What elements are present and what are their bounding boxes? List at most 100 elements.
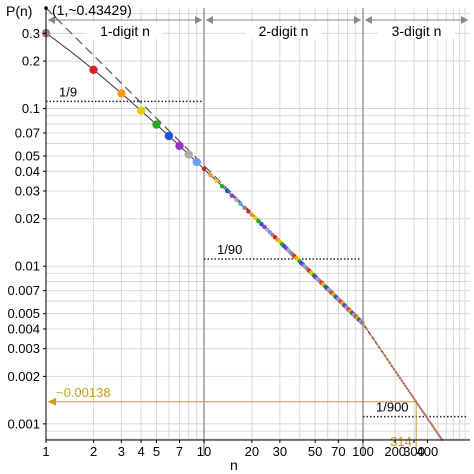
region-arrow-head-left [365,16,372,24]
threshold-annotation: ~0.00138 314 [48,385,417,450]
data-point [365,327,368,330]
data-point [372,338,375,341]
data-point [253,215,258,221]
data-point [225,188,230,194]
probability-curve [45,32,443,440]
region-label-bg [245,22,322,39]
x-tick-label: 3 [118,444,125,459]
data-point [374,341,377,344]
data-point [117,89,126,98]
data-point [152,120,161,129]
data-point [238,201,243,207]
region-arrow-head-right [354,16,361,24]
x-tick-label: 7 [176,444,183,459]
grid [46,8,470,440]
reference-label: 1/900 [376,400,409,415]
x-tick-label: 2 [90,444,97,459]
data-point [175,141,184,151]
data-point [136,106,146,115]
region-arrow-head-left [206,16,213,24]
x-tick-label: 1 [42,444,49,459]
y-tick-label: 0.07 [15,125,40,140]
data-point [242,205,247,210]
threshold-arrow-left [48,397,56,406]
data-point [214,178,219,184]
data-point [360,320,365,326]
region-label: 3-digit n [392,23,442,39]
data-point [369,333,372,336]
x-tick-label: 100 [352,444,374,459]
reference-lines: 1/9 1/90 1/900 [46,84,468,418]
data-point [259,221,264,227]
data-point [208,172,213,178]
x-tick-label: 200 [384,444,406,459]
y-tick-label: 0.04 [15,164,40,179]
x-axis-label: n [230,457,238,473]
data-point [265,227,270,232]
y-tick-label: 0.03 [15,183,40,198]
data-point [373,340,376,343]
x-tick-label: 70 [331,444,345,459]
y-tick-label: 0.004 [7,321,40,336]
x-tick-label: 10 [197,444,211,459]
data-point [219,183,225,189]
data-point [370,335,373,338]
data-point [371,336,374,339]
data-point [229,193,235,198]
data-point [378,347,381,350]
data-point [377,346,380,349]
y-tick-label: 0.02 [15,211,40,226]
curves [45,7,443,441]
data-point [368,331,371,334]
region-dividers: 1-digit n 2-digit n 3-digit n [48,8,468,456]
data-points [41,6,444,441]
region-label-bg [378,22,455,39]
threshold-x-label: 314 [390,434,412,449]
x-tick-label: 5 [153,444,160,459]
y-tick-label: 0.003 [7,341,40,356]
data-point [366,329,369,332]
region-label: 2-digit n [259,23,309,39]
approximation-curve [45,7,443,441]
data-point [184,150,193,159]
data-point [246,209,251,214]
x-tick-label: 300 [403,444,425,459]
region-arrow-head-right [195,16,202,24]
x-tick-label: 4 [138,444,145,459]
data-point [376,344,379,347]
y-tick-label: 0.05 [15,149,40,164]
y-tick-label: 0.002 [7,369,40,384]
data-point [256,218,261,224]
x-tick-label: 20 [245,444,259,459]
data-point [192,157,201,167]
y-tick-label: 0.01 [15,259,40,274]
y-tick-label: 0.001 [7,416,40,431]
peak-label: (1,~0.43429) [52,2,132,18]
region-label-bg [87,22,163,39]
x-tick-label: 30 [273,444,287,459]
x-tick-label: 50 [308,444,322,459]
reference-label: 1/90 [217,242,242,257]
data-point [375,343,378,346]
reference-label: 1/9 [59,84,77,99]
peak-point [44,6,48,10]
y-tick-label: 0.3 [22,26,40,41]
data-point [249,212,255,217]
threshold-value-label: ~0.00138 [56,385,111,400]
y-tick-label: 0.2 [22,54,40,69]
labels: P(n) n (1,~0.43429) [6,2,238,473]
data-point [164,131,174,141]
y-tick-label: 0.005 [7,306,40,321]
region-arrow-head-left [48,16,55,24]
data-point [262,224,267,230]
data-point [201,166,207,172]
region-arrow-head-right [461,16,468,24]
y-tick-label: 0.1 [22,101,40,116]
y-tick-label: 0.007 [7,283,40,298]
region-label: 1-digit n [100,23,150,39]
y-axis-label: P(n) [6,3,32,19]
data-point [364,325,367,328]
data-point [362,324,365,327]
